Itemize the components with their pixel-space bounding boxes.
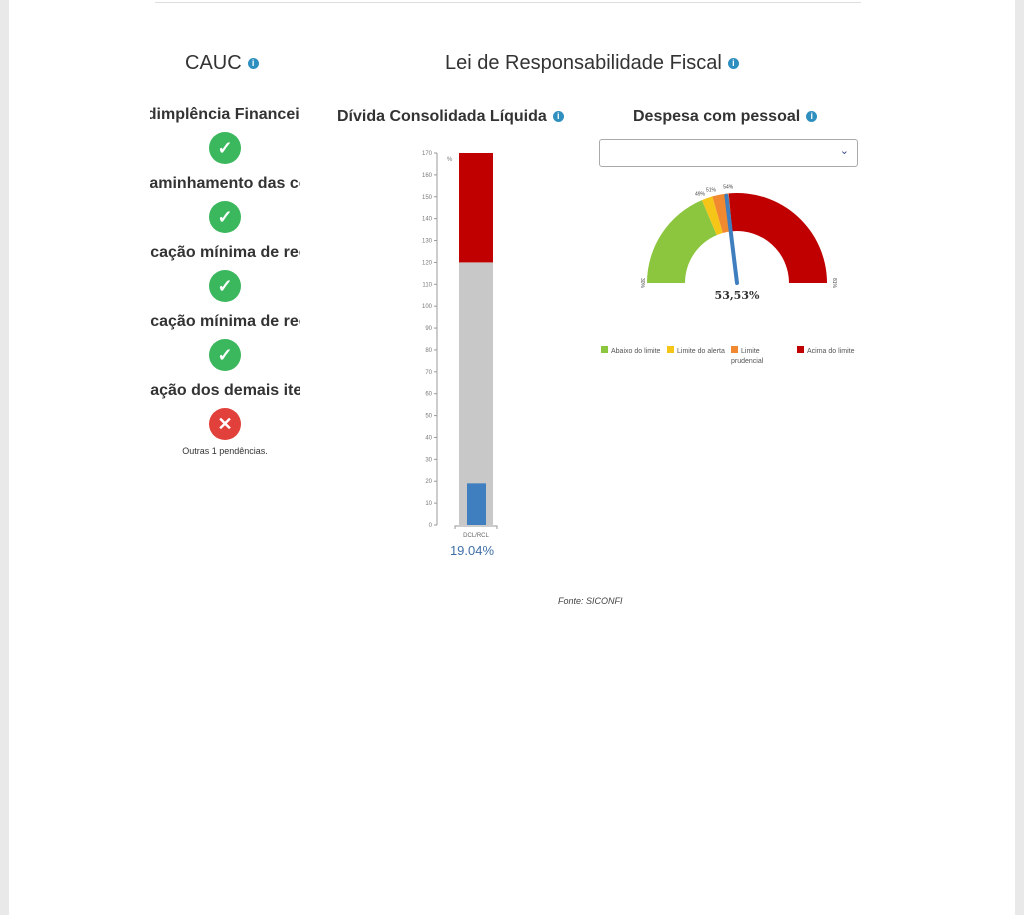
legend-label: Limite do alerta [677, 348, 725, 355]
legend-item: Limite do alerta [667, 346, 727, 357]
y-tick-label: 50 [425, 414, 432, 420]
cauc-item-label: Encaminhamento das contas anuais [150, 175, 300, 192]
y-tick-label: 40 [425, 435, 432, 441]
cauc-list: Adimplência Financeira✓Encaminhamento da… [150, 105, 300, 466]
y-tick-label: 60 [425, 392, 432, 398]
y-tick-label: 140 [422, 217, 433, 223]
cauc-item: Adimplência Financeira ✓ [150, 105, 300, 164]
y-axis-label: % [447, 157, 453, 163]
x-axis [454, 525, 498, 529]
legend-label: Acima do limite [807, 348, 855, 355]
value-label: 19.04% [450, 543, 495, 558]
cauc-title: CAUC i [185, 52, 259, 75]
info-icon[interactable]: i [806, 111, 818, 123]
y-tick-label: 110 [422, 282, 432, 288]
gauge-min-label: 30% [639, 278, 645, 289]
band [459, 153, 493, 263]
legend-swatch [797, 346, 804, 353]
y-tick-label: 100 [422, 304, 433, 310]
legend-label: Limite prudencial [731, 348, 764, 365]
legend-swatch [731, 346, 738, 353]
gauge-max-label: 81% [831, 278, 837, 289]
cauc-item: Aplicação mínima de recursos em educação… [150, 312, 300, 371]
check-icon: ✓ [209, 132, 241, 164]
y-tick-label: 150 [422, 195, 433, 201]
divider [155, 0, 861, 3]
y-tick-label: 170 [422, 151, 433, 157]
period-select[interactable]: ⌄ [599, 139, 858, 167]
legend-swatch [667, 346, 674, 353]
info-icon[interactable]: i [552, 111, 564, 123]
bar-dcl-rcl [467, 483, 486, 525]
y-tick-label: 70 [425, 370, 432, 376]
gauge-needle [724, 193, 739, 285]
gauge-value: 53,53% [715, 289, 760, 302]
check-icon: ✓ [209, 270, 241, 302]
x-tick-label: DCL/RCL [463, 533, 489, 539]
gauge-segment [701, 196, 723, 236]
cauc-item: Situação dos demais itens no CAUC ✕ Outras… [150, 381, 300, 456]
cauc-title-text: CAUC [185, 52, 242, 74]
page: CAUC i Lei de Responsabilidade Fiscal i Ad… [9, 0, 1015, 915]
check-icon: ✓ [209, 339, 241, 371]
y-tick-label: 160 [422, 173, 433, 179]
lrf-title-text: Lei de Responsabilidade Fiscal [445, 52, 722, 74]
threshold-label: 49% [695, 192, 706, 198]
cauc-item: Aplicação mínima de recursos em saúde ✓ [150, 243, 300, 302]
check-icon: ✓ [209, 201, 241, 233]
y-tick-label: 30 [425, 457, 432, 463]
threshold-label: 54% [723, 184, 734, 190]
pessoal-gauge: 49%51% 54% 53,53% 30% 81% [639, 184, 837, 302]
dcl-title-text: Dívida Consolidada Líquida [337, 108, 547, 125]
gauge-segment [728, 193, 827, 283]
legend-swatch [601, 346, 608, 353]
info-icon[interactable]: i [247, 58, 259, 70]
legend-item: Limite prudencial [731, 346, 791, 367]
dcl-title: Dívida Consolidada Líquida i [337, 108, 564, 126]
gauge-segment [647, 200, 717, 283]
band [459, 262, 493, 525]
cauc-item-note: Outras 1 pendências. [182, 446, 268, 456]
source-note: Fonte: SICONFI [558, 596, 623, 606]
y-tick-label: 90 [425, 326, 432, 332]
chevron-down-icon: ⌄ [839, 145, 849, 157]
threshold-label: 51% [706, 188, 717, 194]
y-tick-label: 120 [422, 260, 433, 266]
legend-label: Abaixo do limite [611, 348, 661, 355]
y-tick-label: 10 [425, 501, 432, 507]
cauc-item: Encaminhamento das contas anuais ✓ [150, 174, 300, 233]
y-tick-label: 0 [429, 523, 433, 529]
cauc-item-label: Aplicação mínima de recursos em educação [150, 313, 300, 330]
lrf-title: Lei de Responsabilidade Fiscal i [445, 52, 739, 75]
legend-item: Abaixo do limite [601, 346, 661, 357]
y-tick-label: 80 [425, 348, 432, 354]
info-icon[interactable]: i [727, 58, 739, 70]
pessoal-title: Despesa com pessoal i [633, 108, 818, 126]
legend-item: Acima do limite [797, 346, 857, 357]
cauc-item-label: Situação dos demais itens no CAUC [150, 382, 300, 399]
cauc-item-label: Adimplência Financeira [150, 106, 300, 123]
dcl-chart: 0 10 20 30 40 50 60 70 80 90 100 110 120 130 140 150 160… [422, 151, 498, 558]
y-tick-label: 130 [422, 239, 433, 245]
error-icon: ✕ [209, 408, 241, 440]
y-tick-label: 20 [425, 479, 432, 485]
cauc-item-label: Aplicação mínima de recursos em saúde [150, 244, 300, 261]
pessoal-title-text: Despesa com pessoal [633, 108, 801, 125]
